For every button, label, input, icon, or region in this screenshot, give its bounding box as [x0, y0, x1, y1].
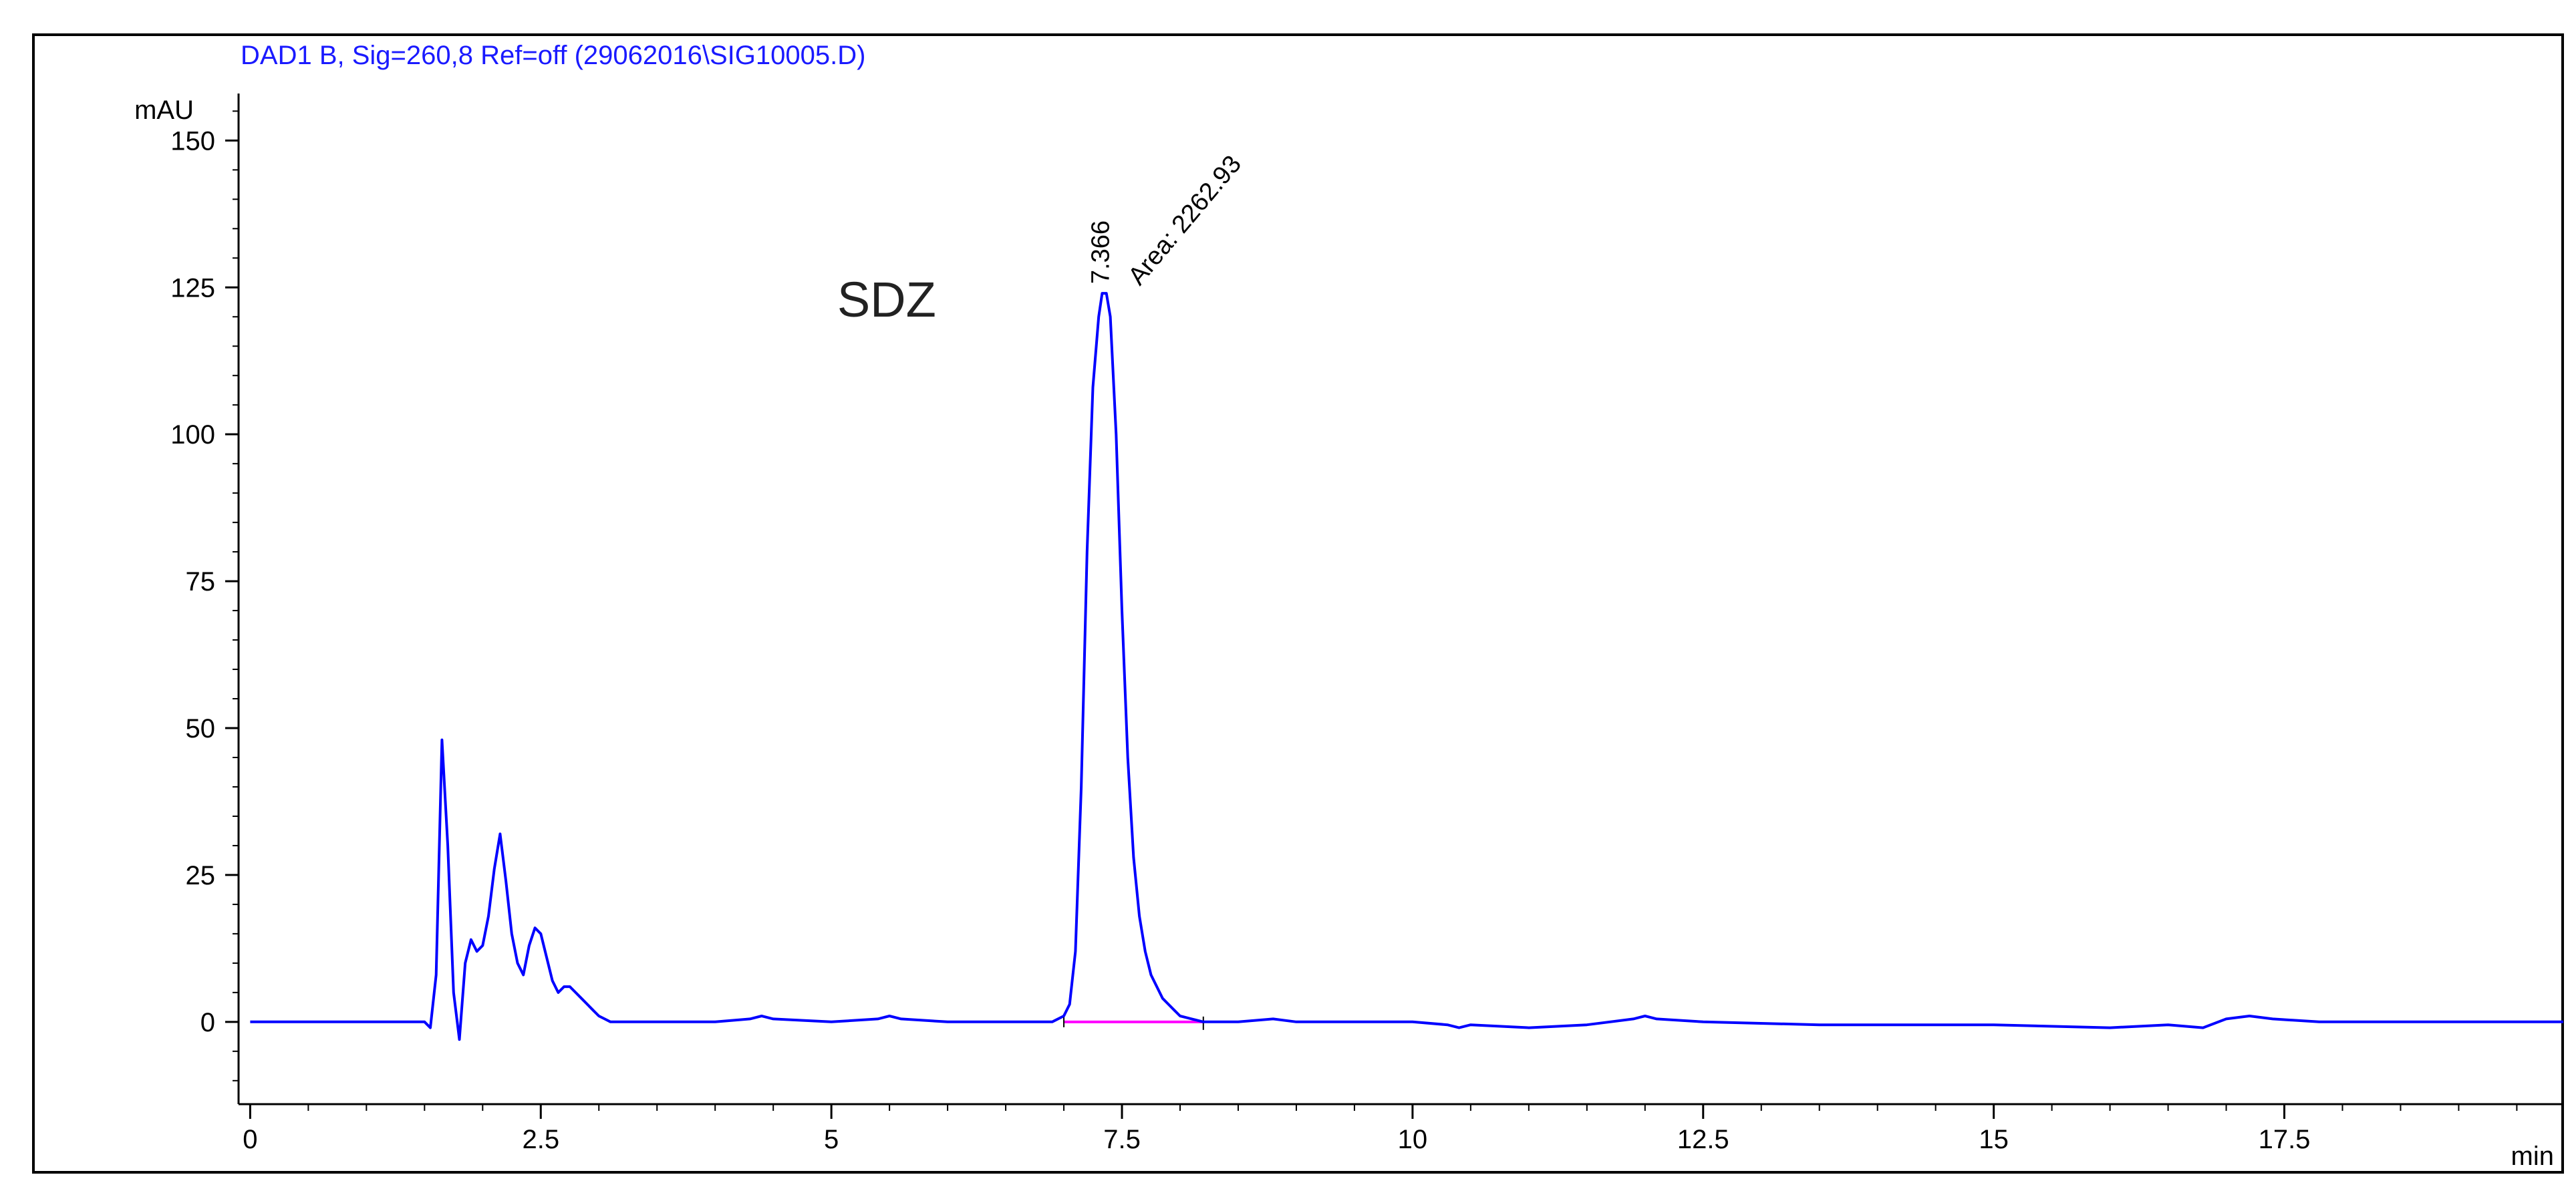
- axes-layer: 0 25 50 75 100 125 150 0 2.5 5 7.5 10 12.5 15 17.5: [170, 94, 2563, 1154]
- x-tick-label: 0: [243, 1125, 257, 1154]
- y-tick-label: 0: [200, 1008, 215, 1037]
- annotation-layer: 7.366 Area: 2262.93 SDZ: [837, 150, 1247, 327]
- y-tick-label: 25: [186, 861, 216, 890]
- x-tick-label: 10: [1398, 1125, 1428, 1154]
- signal-trace: [250, 292, 2563, 1041]
- y-tick-label: 50: [186, 714, 216, 743]
- y-tick-label: 100: [170, 420, 215, 450]
- x-tick-label: 12.5: [1677, 1125, 1729, 1154]
- plot-frame: [32, 33, 2564, 1174]
- x-axis-unit-label: min: [2511, 1142, 2554, 1171]
- x-tick-label: 7.5: [1103, 1125, 1141, 1154]
- compound-label: SDZ: [837, 272, 936, 327]
- x-tick-label: 17.5: [2259, 1125, 2311, 1154]
- y-axis-unit-label: mAU: [134, 96, 194, 125]
- peak-area-label: Area: 2262.93: [1123, 150, 1247, 291]
- x-tick-label: 15: [1979, 1125, 2009, 1154]
- y-tick-label: 75: [186, 567, 216, 596]
- peak-retention-time-label: 7.366: [1087, 220, 1115, 284]
- plot-layer: [250, 292, 2563, 1041]
- y-tick-label: 150: [170, 126, 215, 156]
- x-tick-label: 5: [824, 1125, 839, 1154]
- signal-title: DAD1 B, Sig=260,8 Ref=off (29062016\SIG1…: [241, 41, 865, 70]
- y-tick-label: 125: [170, 273, 215, 303]
- x-tick-label: 2.5: [522, 1125, 559, 1154]
